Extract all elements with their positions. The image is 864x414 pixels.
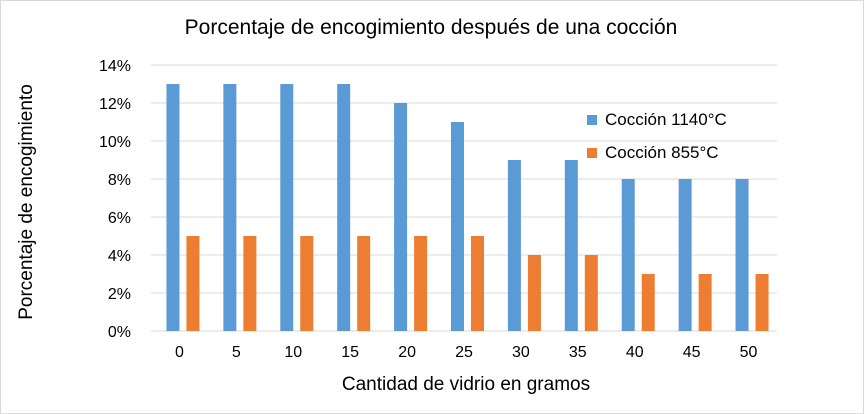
x-tick-label: 40: [626, 344, 644, 361]
y-tick-label: 4%: [108, 248, 131, 265]
x-tick-label: 30: [512, 344, 530, 361]
legend-label: Cocción 855°C: [605, 143, 719, 162]
bar-coccion-1140: [678, 179, 692, 331]
bar-coccion-855: [186, 236, 200, 331]
bar-coccion-855: [755, 274, 769, 331]
y-tick-label: 8%: [108, 172, 131, 189]
x-tick-label: 25: [455, 344, 473, 361]
bar-coccion-855: [300, 236, 314, 331]
bar-coccion-1140: [621, 179, 635, 331]
bar-coccion-1140: [223, 84, 237, 331]
bar-coccion-1140: [280, 84, 294, 331]
bars: [166, 84, 769, 331]
legend-label: Cocción 1140°C: [605, 110, 727, 129]
legend-swatch: [587, 148, 597, 158]
y-axis-ticks: 0% 2% 4% 6% 8% 10% 12% 14%: [99, 58, 131, 341]
chart-title: Porcentaje de encogimiento después de un…: [185, 16, 678, 39]
bar-coccion-1140: [507, 160, 521, 331]
y-tick-label: 0%: [108, 324, 131, 341]
x-tick-label: 15: [341, 344, 359, 361]
bar-coccion-855: [357, 236, 371, 331]
bar-coccion-1140: [337, 84, 351, 331]
bar-coccion-855: [698, 274, 712, 331]
y-tick-label: 12%: [99, 96, 131, 113]
bar-coccion-1140: [564, 160, 578, 331]
bar-coccion-855: [471, 236, 484, 331]
bar-coccion-855: [641, 274, 655, 331]
bar-coccion-855: [527, 255, 541, 331]
bar-coccion-855: [584, 255, 598, 331]
bar-coccion-1140: [735, 179, 749, 331]
bar-coccion-855: [243, 236, 257, 331]
y-tick-label: 14%: [99, 58, 131, 75]
bar-coccion-1140: [451, 122, 464, 331]
y-tick-label: 2%: [108, 286, 131, 303]
x-tick-label: 10: [284, 344, 302, 361]
x-tick-label: 35: [569, 344, 587, 361]
legend: Cocción 1140°C Cocción 855°C: [587, 110, 727, 162]
bar-coccion-1140: [166, 84, 180, 331]
x-tick-label: 20: [398, 344, 416, 361]
legend-swatch: [587, 115, 597, 125]
y-axis-title: Porcentaje de encogimiento: [16, 84, 37, 320]
x-axis-title: Cantidad de vidrio en gramos: [342, 374, 590, 395]
bar-coccion-855: [414, 236, 428, 331]
x-tick-label: 0: [175, 344, 184, 361]
x-tick-label: 5: [232, 344, 241, 361]
x-tick-label: 50: [740, 344, 758, 361]
x-tick-label: 45: [683, 344, 701, 361]
y-tick-label: 10%: [99, 134, 131, 151]
x-axis-ticks: 0 5 10 15 20 25 30 35 40 45 50: [175, 344, 758, 361]
bar-coccion-1140: [394, 103, 408, 331]
y-tick-label: 6%: [108, 210, 131, 227]
